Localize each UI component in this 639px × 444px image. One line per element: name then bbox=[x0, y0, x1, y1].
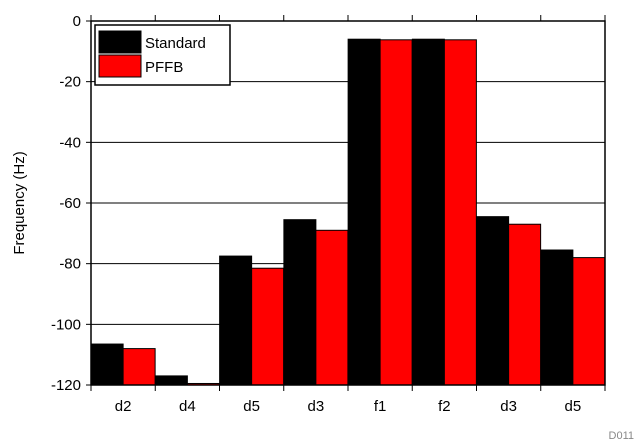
bar-standard-d3-6 bbox=[476, 216, 510, 386]
bar-pffb-f1-4 bbox=[379, 39, 413, 386]
bar-pffb-d5-7 bbox=[572, 257, 606, 386]
x-tick-label-4: f1 bbox=[374, 398, 387, 415]
y-tick-label-6: -120 bbox=[51, 377, 81, 394]
x-tick-label-6: d3 bbox=[500, 398, 517, 415]
bar-standard-f2-5 bbox=[411, 38, 445, 386]
bar-standard-d4-1 bbox=[154, 375, 188, 386]
bar-standard-d5-7 bbox=[540, 249, 574, 386]
y-tick-label-5: -100 bbox=[51, 316, 81, 333]
bar-pffb-d2-0 bbox=[122, 348, 156, 386]
bar-pffb-d3-3 bbox=[315, 229, 349, 386]
y-tick-label-4: -80 bbox=[59, 256, 81, 273]
y-tick-label-3: -60 bbox=[59, 195, 81, 212]
y-tick-label-0: 0 bbox=[73, 13, 81, 30]
x-tick-label-1: d4 bbox=[179, 398, 196, 415]
figure-code: D011 bbox=[609, 430, 634, 442]
x-tick-label-3: d3 bbox=[308, 398, 325, 415]
x-tick-label-5: f2 bbox=[438, 398, 451, 415]
legend-label-pffb: PFFB bbox=[145, 59, 183, 76]
y-tick-label-2: -40 bbox=[59, 134, 81, 151]
legend-swatch-pffb bbox=[98, 54, 142, 78]
bar-standard-d3-3 bbox=[283, 219, 317, 386]
x-tick-label-7: d5 bbox=[565, 398, 582, 415]
x-tick-label-0: d2 bbox=[115, 398, 132, 415]
bar-pffb-d3-6 bbox=[508, 223, 542, 386]
legend-label-standard: Standard bbox=[145, 35, 206, 52]
legend-swatch-standard bbox=[98, 30, 142, 54]
bar-pffb-f2-5 bbox=[443, 39, 477, 386]
y-tick-label-1: -20 bbox=[59, 74, 81, 91]
bar-standard-f1-4 bbox=[347, 38, 381, 386]
bar-pffb-d5-2 bbox=[251, 267, 285, 386]
x-tick-label-2: d5 bbox=[243, 398, 260, 415]
bar-standard-d2-0 bbox=[90, 343, 124, 386]
bar-standard-d5-2 bbox=[219, 255, 253, 386]
y-axis-label: Frequency (Hz) bbox=[11, 151, 28, 254]
